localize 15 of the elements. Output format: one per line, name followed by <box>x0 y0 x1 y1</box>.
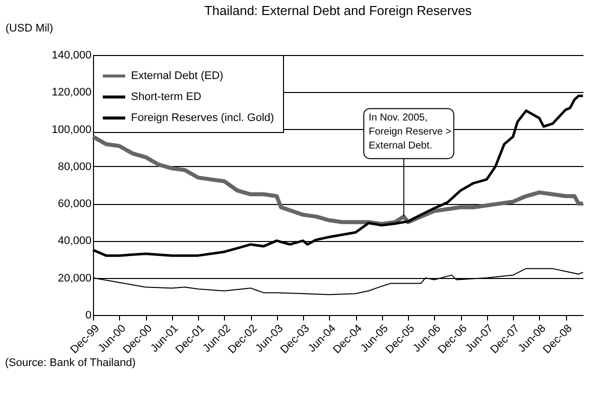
y-tick-label: 0 <box>85 310 92 322</box>
y-tick-label: 40,000 <box>58 235 92 248</box>
legend-label: External Debt (ED) <box>131 70 224 82</box>
y-tick-label: 120,000 <box>52 86 92 99</box>
y-axis-title: (USD Mil) <box>6 22 54 34</box>
chart-title: Thailand: External Debt and Foreign Reserves <box>204 3 472 18</box>
legend-label: Foreign Reserves (incl. Gold) <box>131 112 274 124</box>
text: (Source: Bank of Thailand) <box>5 357 136 369</box>
legend-label: Short-term ED <box>131 91 202 103</box>
y-tick-label: 140,000 <box>52 50 92 62</box>
y-tick-label: 60,000 <box>58 198 92 210</box>
annotation: In Nov. 2005, Foreign Reserve > External Debt. <box>368 112 452 152</box>
y-tick-label: 80,000 <box>58 160 92 173</box>
y-tick-label: 100,000 <box>52 124 92 136</box>
y-tick-label: 20,000 <box>58 272 92 284</box>
